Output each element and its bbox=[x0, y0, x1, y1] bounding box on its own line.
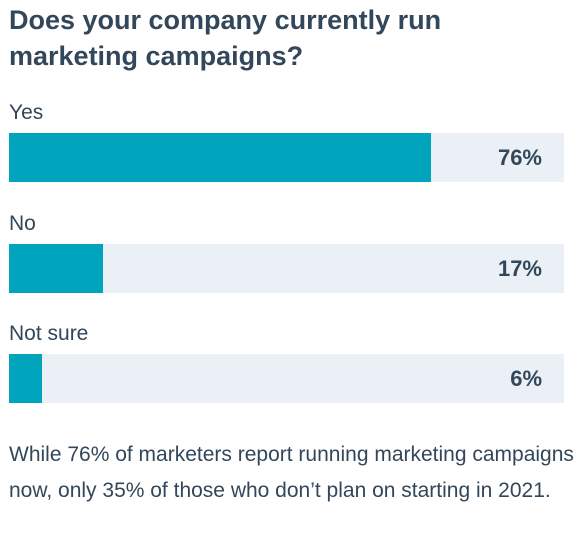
category-label: Yes bbox=[9, 101, 44, 124]
bar-track: 76% bbox=[9, 133, 564, 182]
chart-title: Does your company currently run marketin… bbox=[9, 5, 442, 71]
category-label: No bbox=[9, 212, 36, 235]
bar bbox=[9, 244, 104, 293]
bar-track: 6% bbox=[9, 354, 564, 403]
value-label: 6% bbox=[510, 366, 542, 391]
bar-chart: Does your company currently run marketin… bbox=[9, 5, 564, 403]
bar bbox=[9, 133, 431, 182]
value-label: 76% bbox=[497, 145, 542, 170]
value-label: 17% bbox=[497, 256, 542, 281]
category-label: Not sure bbox=[9, 322, 89, 345]
bar bbox=[9, 354, 43, 403]
chart-caption: While 76% of marketers report running ma… bbox=[9, 443, 574, 502]
bar-track: 17% bbox=[9, 244, 564, 293]
